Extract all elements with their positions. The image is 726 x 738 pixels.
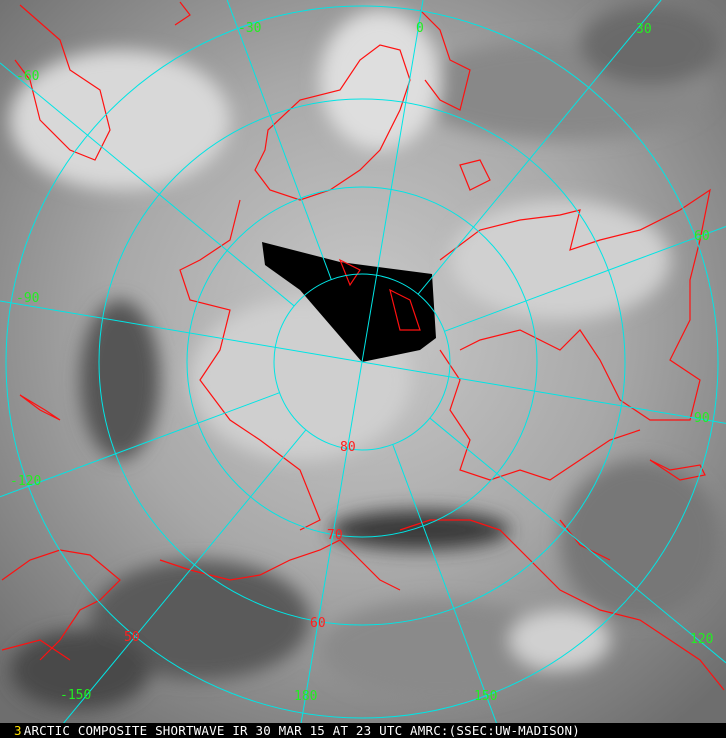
meridian--120 bbox=[0, 392, 280, 498]
caption-text: ARCTIC COMPOSITE SHORTWAVE IR 30 MAR 15 … bbox=[23, 723, 580, 738]
meridian--60 bbox=[0, 62, 295, 307]
longitude-label: 120 bbox=[690, 632, 713, 647]
longitude-label: 60 bbox=[694, 229, 710, 244]
latitude-circle-80 bbox=[273, 273, 451, 451]
arctic-composite-image: -30 0 30 -60 60 -90 90 -120 120 -150 180 150 80 70 60 5… bbox=[0, 0, 726, 723]
missing-data-wedge bbox=[262, 242, 436, 362]
meridian-180 bbox=[300, 361, 363, 723]
longitude-label: 30 bbox=[636, 22, 652, 37]
latitude-circle-70 bbox=[186, 186, 538, 538]
meridian--30 bbox=[226, 0, 332, 280]
latitude-label: 80 bbox=[340, 440, 356, 455]
frame-number: 3 bbox=[14, 723, 22, 738]
longitude-label: 90 bbox=[694, 411, 710, 426]
longitude-label: -120 bbox=[10, 474, 41, 489]
meridian-90 bbox=[361, 361, 726, 424]
latitude-label: 50 bbox=[124, 630, 140, 645]
longitude-label: -30 bbox=[238, 21, 261, 36]
meridian--90 bbox=[0, 300, 363, 363]
latitude-circle-60 bbox=[98, 98, 626, 626]
latitude-circle-50 bbox=[5, 5, 719, 719]
latitude-label: 70 bbox=[327, 528, 343, 543]
meridian-150 bbox=[392, 444, 497, 723]
longitude-label: -150 bbox=[60, 688, 91, 703]
image-caption: 3 ARCTIC COMPOSITE SHORTWAVE IR 30 MAR 15… bbox=[0, 723, 726, 738]
longitude-label: -90 bbox=[16, 291, 39, 306]
longitude-label: 150 bbox=[474, 689, 497, 704]
latitude-label: 60 bbox=[310, 616, 326, 631]
meridian--150 bbox=[63, 429, 307, 723]
longitude-label: 0 bbox=[416, 21, 424, 36]
longitude-label: 180 bbox=[294, 689, 317, 704]
meridian-120 bbox=[429, 417, 726, 664]
meridian-30 bbox=[417, 0, 662, 295]
lat-lon-grid bbox=[0, 0, 726, 723]
meridian-60 bbox=[444, 225, 726, 332]
coastlines bbox=[1, 1, 725, 691]
longitude-label: -60 bbox=[16, 69, 39, 84]
meridian-0 bbox=[361, 0, 424, 363]
